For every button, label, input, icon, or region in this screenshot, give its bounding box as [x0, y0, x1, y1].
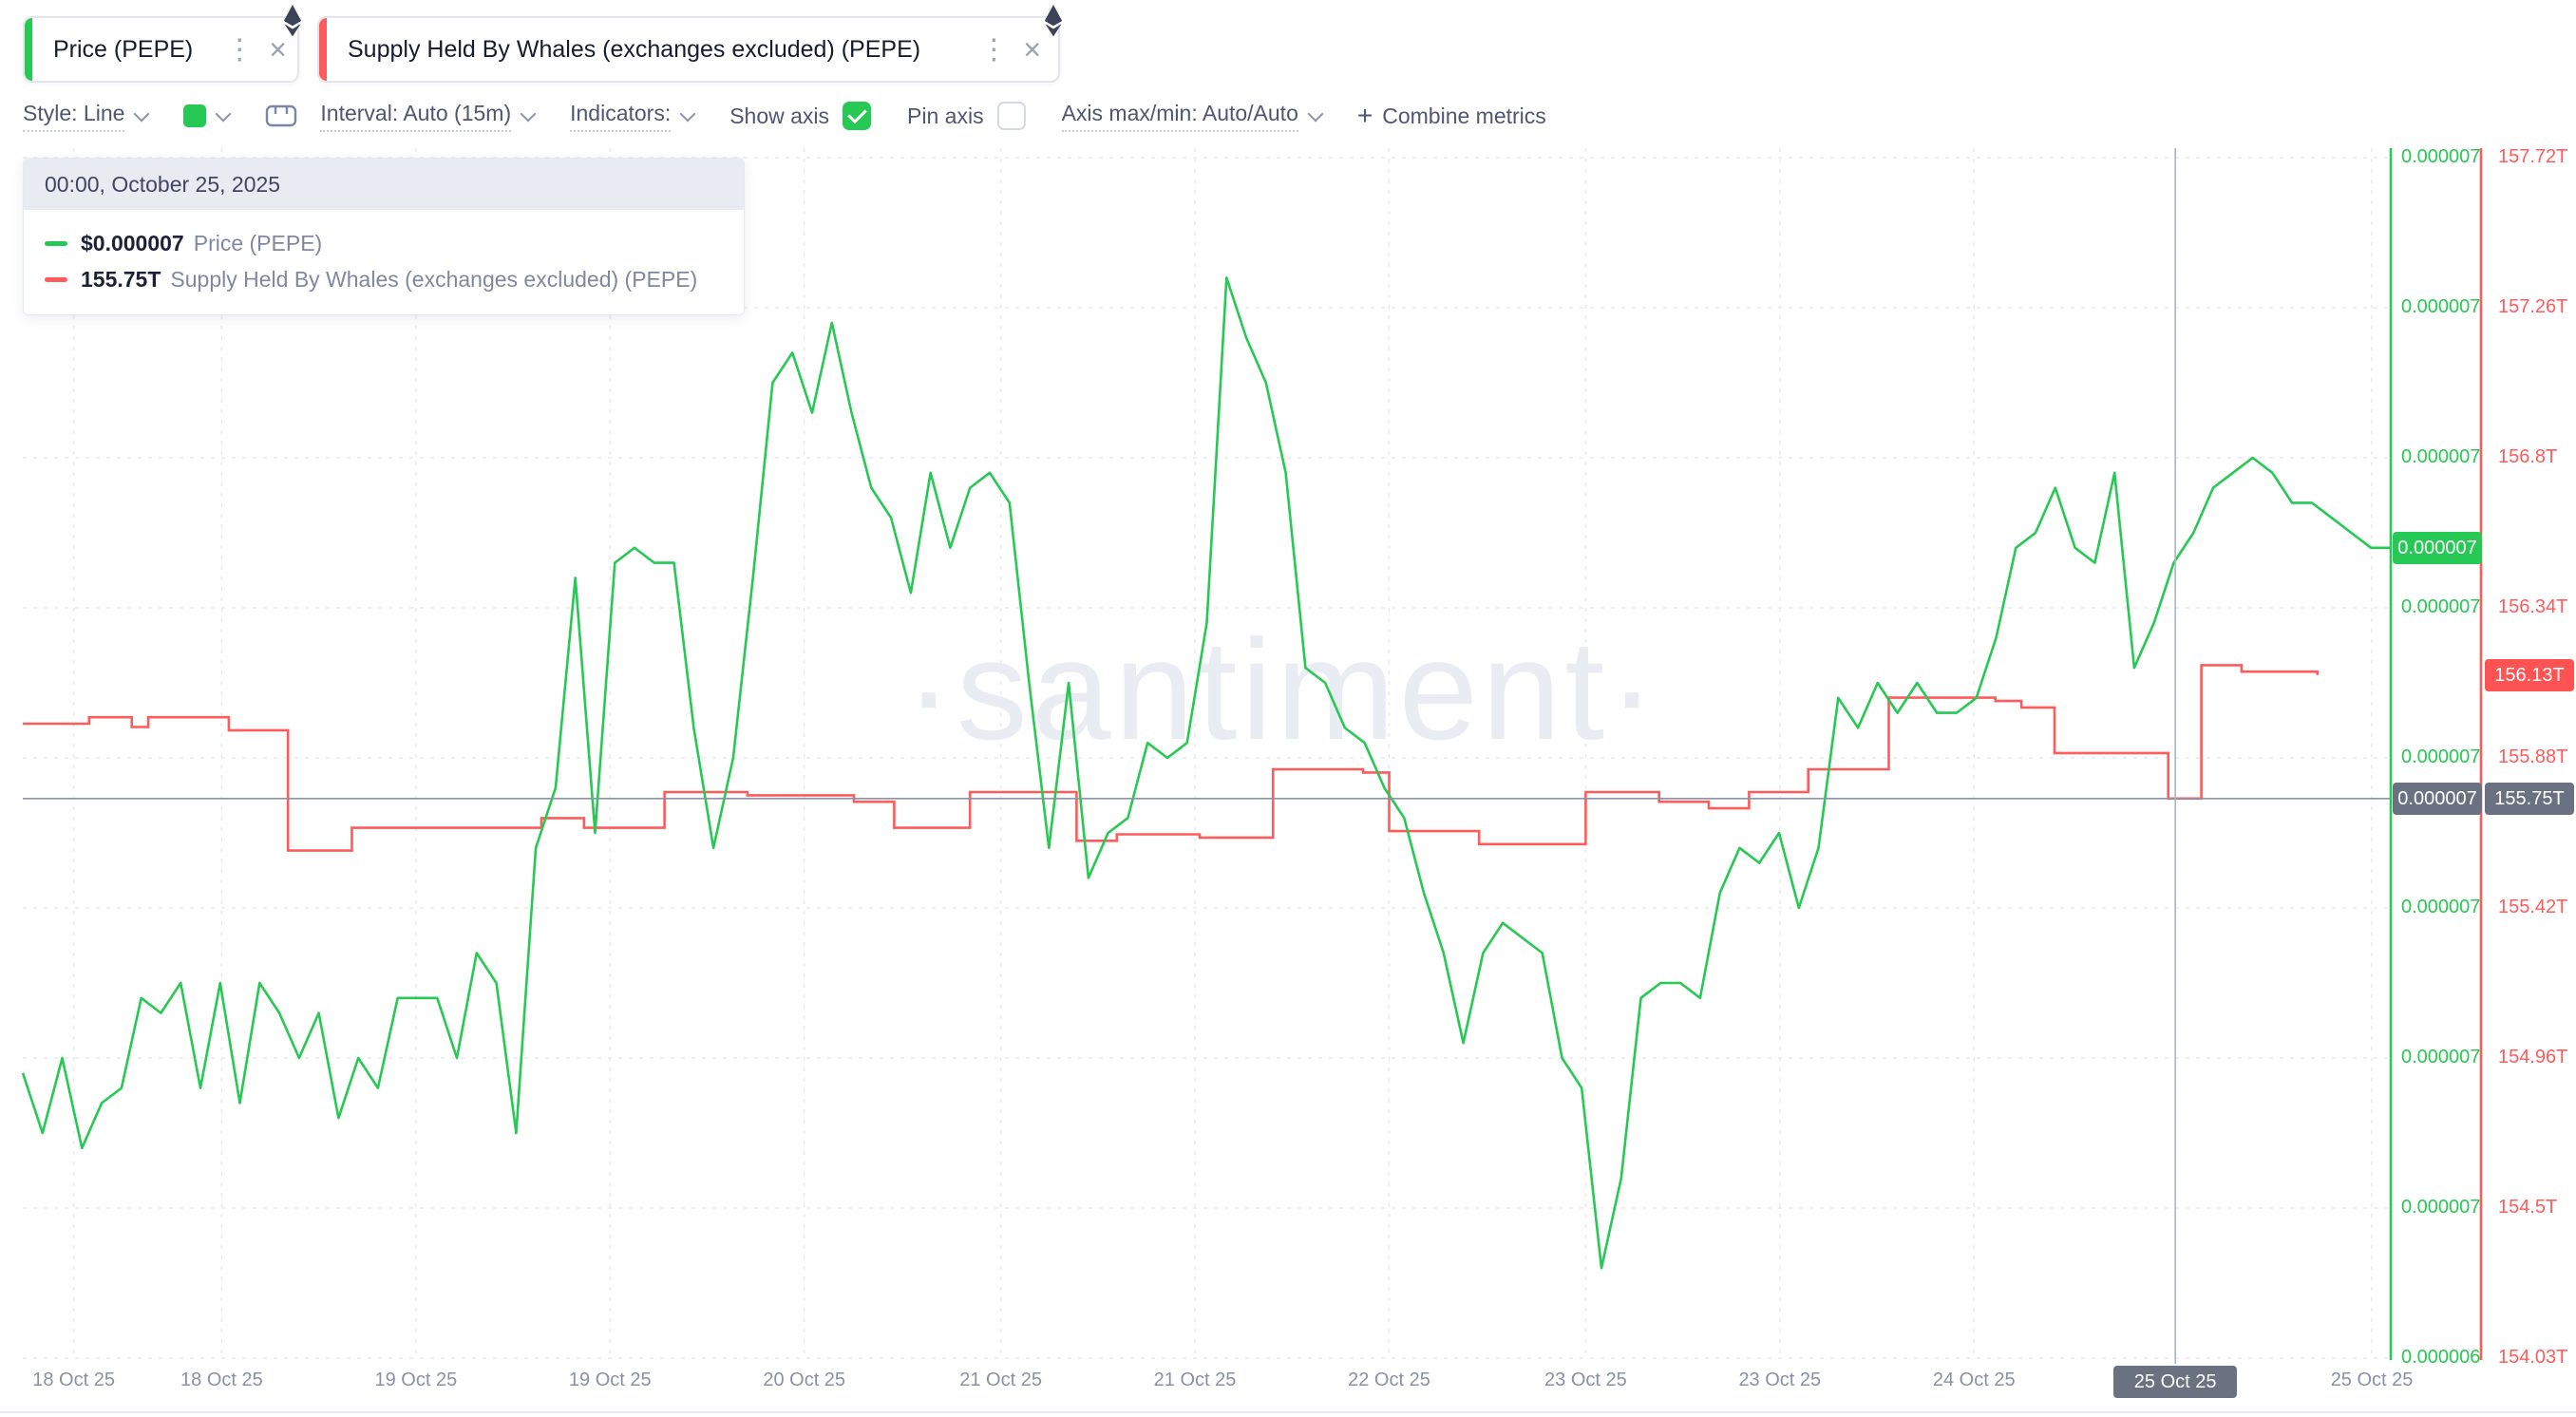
- supply-axis-tick-label: 155.88T: [2498, 746, 2568, 767]
- chart-toolbar: Style: Line Interval: Auto (15m) Indicat…: [23, 95, 1546, 137]
- x-axis-label: 25 Oct 25: [2330, 1370, 2414, 1390]
- color-swatch: [183, 104, 207, 127]
- interval-dropdown-label: Interval: Auto (15m): [320, 101, 512, 132]
- combine-metrics-label: Combine metrics: [1382, 103, 1546, 128]
- x-axis-label: 21 Oct 25: [1153, 1370, 1237, 1390]
- crosshair-price-badge: 0.000007: [2393, 782, 2482, 815]
- price-axis-tick-label: 0.000007: [2401, 897, 2481, 917]
- supply-axis-tick-label: 154.5T: [2498, 1197, 2558, 1218]
- x-axis-label: 23 Oct 25: [1544, 1370, 1627, 1390]
- chart-bottom-border: [0, 1411, 2576, 1413]
- pin-axis-label: Pin axis: [907, 103, 984, 128]
- supply-last-value-badge: 156.13T: [2485, 658, 2574, 691]
- x-axis-label: 19 Oct 25: [568, 1370, 652, 1390]
- tab-supply-whales-pepe[interactable]: Supply Held By Whales (exchanges exclude…: [317, 5, 1063, 83]
- show-axis-checkbox[interactable]: [843, 102, 872, 130]
- indicators-dropdown-label: Indicators:: [570, 101, 672, 132]
- interval-icon[interactable]: [265, 102, 297, 130]
- chevron-down-icon: [133, 105, 150, 122]
- kebab-menu-icon[interactable]: ⋮: [979, 33, 1009, 66]
- tab-accent-bar: [319, 18, 327, 81]
- tab-label: Price (PEPE): [53, 35, 194, 63]
- santiment-watermark: ·santiment·: [904, 610, 1660, 769]
- kebab-menu-icon[interactable]: ⋮: [225, 33, 255, 66]
- x-axis-label: 21 Oct 25: [959, 1370, 1042, 1390]
- price-last-value-badge: 0.000007: [2393, 531, 2482, 564]
- plus-icon: +: [1356, 101, 1373, 130]
- price-axis-tick-label: 0.000007: [2401, 146, 2481, 167]
- x-axis-label: 20 Oct 25: [763, 1370, 846, 1390]
- supply-axis-tick-label: 157.26T: [2498, 296, 2568, 317]
- interval-dropdown[interactable]: Interval: Auto (15m): [320, 101, 537, 132]
- supply-axis-tick-label: 154.96T: [2498, 1047, 2568, 1067]
- chevron-down-icon: [215, 105, 232, 122]
- pin-axis-checkbox[interactable]: [996, 102, 1026, 130]
- axis-maxmin-dropdown[interactable]: Axis max/min: Auto/Auto: [1061, 101, 1324, 132]
- price-axis-tick-label: 0.000007: [2401, 746, 2481, 767]
- price-axis-tick-label: 0.000006: [2401, 1347, 2481, 1368]
- close-icon[interactable]: ×: [1023, 32, 1041, 66]
- axis-maxmin-label: Axis max/min: Auto/Auto: [1061, 101, 1298, 132]
- supply-axis-tick-label: 156.34T: [2498, 596, 2568, 617]
- ethereum-icon: [282, 5, 303, 37]
- tooltip-row-price: $0.000007 Price (PEPE): [45, 225, 723, 261]
- show-axis-label: Show axis: [729, 103, 830, 128]
- price-axis-tick-label: 0.000007: [2401, 446, 2481, 467]
- price-axis-tick-label: 0.000007: [2401, 596, 2481, 617]
- price-axis-tick-label: 0.000007: [2401, 1197, 2481, 1218]
- show-axis-toggle[interactable]: Show axis: [729, 102, 872, 130]
- x-axis-label: 18 Oct 25: [32, 1370, 115, 1390]
- color-picker[interactable]: [183, 104, 232, 127]
- supply-series-dash-icon: [45, 276, 67, 282]
- price-series-dash-icon: [45, 240, 67, 246]
- combine-metrics-button[interactable]: + Combine metrics: [1357, 103, 1546, 129]
- tooltip-price-value: $0.000007: [81, 230, 184, 255]
- pin-axis-toggle[interactable]: Pin axis: [907, 102, 1026, 130]
- tooltip-row-supply: 155.75T Supply Held By Whales (exchanges…: [45, 261, 723, 297]
- style-dropdown-label: Style: Line: [23, 101, 125, 132]
- x-axis-label: 24 Oct 25: [1932, 1370, 2016, 1390]
- close-icon[interactable]: ×: [269, 32, 287, 66]
- tooltip-price-label: Price (PEPE): [193, 230, 323, 255]
- price-axis-tick-label: 0.000007: [2401, 1047, 2481, 1067]
- crosshair-supply-badge: 155.75T: [2485, 782, 2574, 815]
- x-axis-label: 19 Oct 25: [374, 1370, 458, 1390]
- tab-accent-bar: [25, 18, 32, 81]
- chart-tooltip: 00:00, October 25, 2025 $0.000007 Price …: [23, 158, 745, 315]
- tooltip-timestamp: 00:00, October 25, 2025: [24, 159, 744, 210]
- supply-axis-tick-label: 156.8T: [2498, 446, 2558, 467]
- tooltip-supply-label: Supply Held By Whales (exchanges exclude…: [170, 266, 698, 292]
- x-axis-label: 22 Oct 25: [1348, 1370, 1430, 1390]
- tab-price-pepe[interactable]: Price (PEPE) ⋮ ×: [23, 5, 302, 83]
- crosshair-date-badge: 25 Oct 25: [2113, 1366, 2238, 1398]
- supply-axis-tick-label: 154.03T: [2498, 1347, 2568, 1368]
- x-axis-label: 23 Oct 25: [1738, 1370, 1822, 1390]
- tooltip-supply-value: 155.75T: [81, 266, 161, 292]
- indicators-dropdown[interactable]: Indicators:: [570, 101, 696, 132]
- ethereum-icon: [1043, 5, 1064, 37]
- supply-axis-tick-label: 157.72T: [2498, 146, 2568, 167]
- tab-label: Supply Held By Whales (exchanges exclude…: [348, 35, 921, 63]
- chevron-down-icon: [1307, 105, 1324, 122]
- style-dropdown[interactable]: Style: Line: [23, 101, 150, 132]
- chevron-down-icon: [520, 105, 537, 122]
- x-axis-label: 18 Oct 25: [180, 1370, 263, 1390]
- chevron-down-icon: [679, 105, 696, 122]
- price-axis-tick-label: 0.000007: [2401, 296, 2481, 317]
- supply-axis-tick-label: 155.42T: [2498, 897, 2568, 917]
